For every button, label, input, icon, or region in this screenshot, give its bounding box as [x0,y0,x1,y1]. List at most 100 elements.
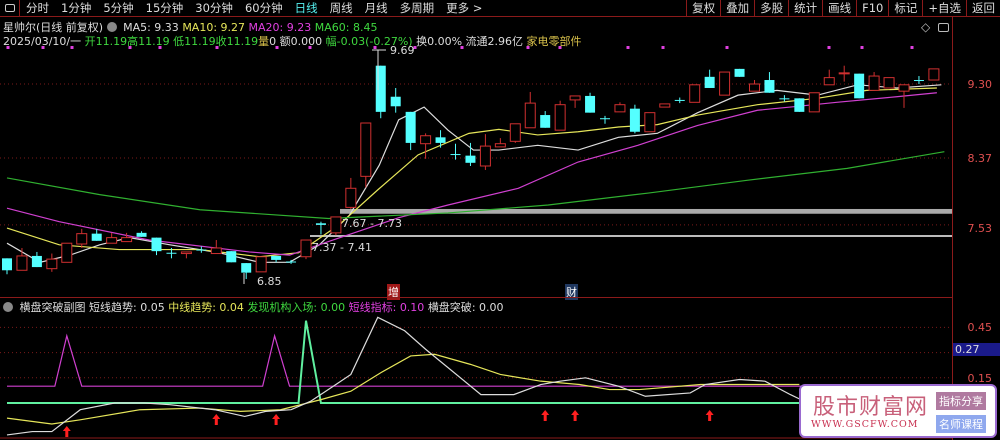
tab-5min[interactable]: 5分钟 [103,1,134,15]
draw-line-button[interactable]: 画线 [822,0,856,17]
ma-line-ma60 [6,151,945,220]
mark-button[interactable]: 标记 [888,0,922,17]
candle-body [91,233,102,241]
tab-monthly[interactable]: 月线 [364,1,388,15]
candle-body [76,233,88,245]
signal-dot [158,46,162,49]
close-price: 收11.19 [215,35,259,48]
candle-body [420,135,432,145]
institution-label: 发现机构入场 [247,301,314,314]
candle-body [764,80,775,93]
candle-body [166,252,177,254]
settings-dropdown-icon[interactable] [106,22,117,32]
signal-dot [70,46,74,49]
candle-body [823,77,835,86]
candle-body [509,123,521,142]
candle-body [16,255,28,271]
candle-body [734,68,745,77]
candle-body [435,137,446,143]
buy-arrow-icon [62,426,71,437]
high-price: 高11.19 [127,35,170,48]
indicator-title[interactable]: 横盘突破副图 [19,301,86,314]
watermark-logo: 股市财富网 WWW.GSCFW.COM 指标分享 名师课程 [799,384,997,438]
signal-dot [308,46,312,49]
candle-body [600,118,610,120]
candle-body [300,239,312,258]
tab-60min[interactable]: 60分钟 [244,1,283,15]
short-trend-value: 0.05 [140,301,165,314]
signal-dot [661,46,665,49]
buy-arrow-icon [705,410,714,421]
candle-body [286,261,297,263]
institution-value: 0.00 [320,301,346,314]
industry-link[interactable]: 家电零部件 [526,35,582,48]
candle-body [61,242,73,263]
candle-body [808,92,820,113]
multi-stock-button[interactable]: 多股 [754,0,788,17]
candle-body [689,84,701,103]
zone-upper-bar [340,208,952,214]
mid-trend-label: 中线趋势 [168,301,213,314]
candle-body [494,143,506,148]
tab-more[interactable]: 更多 > [446,1,483,15]
tab-30min[interactable]: 30分钟 [195,1,233,15]
candle-body [180,251,192,255]
candle-body [614,104,626,113]
tab-weekly[interactable]: 周线 [329,1,353,15]
candle-body [644,112,656,133]
watermark-tag-share: 指标分享 [936,392,986,410]
candle-body [659,103,671,108]
candle-body [375,65,386,112]
candle-body [210,247,222,255]
signal-dot [460,46,464,49]
ma20-value: MA20: 9.23 [248,21,312,34]
candle-body [151,237,162,252]
price-label-3: 7.53 [967,222,993,235]
candle-body [794,98,805,112]
candle-body [838,72,850,75]
add-watchlist-button[interactable]: +自选 [922,0,966,17]
back-button[interactable]: 返回 [966,0,1000,17]
candle-body [465,155,476,163]
tab-daily[interactable]: 日线 [294,1,318,15]
sub-label-2: 0.15 [967,372,993,385]
volume-label: 量 [258,35,270,48]
panel-toggle-icon[interactable] [938,23,949,32]
ma60-value: MA60: 8.45 [314,21,378,34]
marker-cai[interactable]: 财 [565,284,578,300]
tab-fenshi[interactable]: 分时 [26,1,49,15]
sub-line-3 [7,333,949,387]
candle-body [2,258,12,271]
candle-body [405,111,416,143]
f10-button[interactable]: F10 [856,0,888,17]
buy-arrow-icon [541,410,550,421]
sub-line-1 [6,353,800,425]
ma5-value: MA5: 9.33 [123,21,179,34]
candle-body [629,108,640,132]
watermark-name: 股市财富网 [813,395,929,420]
pane-divider[interactable] [0,297,952,298]
candle-body [704,76,715,88]
overlay-button[interactable]: 叠加 [720,0,754,17]
ma10-value: MA10: 9.27 [182,21,246,34]
indicator-dropdown-icon[interactable] [3,302,13,312]
tab-15min[interactable]: 15分钟 [145,1,184,15]
period-toolbar: 分时 1分钟 5分钟 15分钟 30分钟 60分钟 日线 周线 月线 多周期 更… [0,0,1000,17]
tab-1min[interactable]: 1分钟 [61,1,92,15]
diamond-icon[interactable]: ◇ [921,20,931,34]
signal-dot [128,46,132,49]
candle-body [883,77,895,89]
marker-zeng[interactable]: 增 [387,284,400,300]
signal-dot [827,46,831,49]
statistics-button[interactable]: 统计 [788,0,822,17]
price-label-2: 8.37 [967,152,993,165]
ma-line-ma5 [6,84,942,263]
candle-body [31,255,42,268]
sidebar-toggle-icon[interactable] [0,0,20,17]
restore-rights-button[interactable]: 复权 [686,0,720,17]
candle-body [479,145,491,167]
signal-dot [275,46,279,49]
tab-multi-period[interactable]: 多周期 [399,1,435,15]
candle-body [898,84,910,92]
